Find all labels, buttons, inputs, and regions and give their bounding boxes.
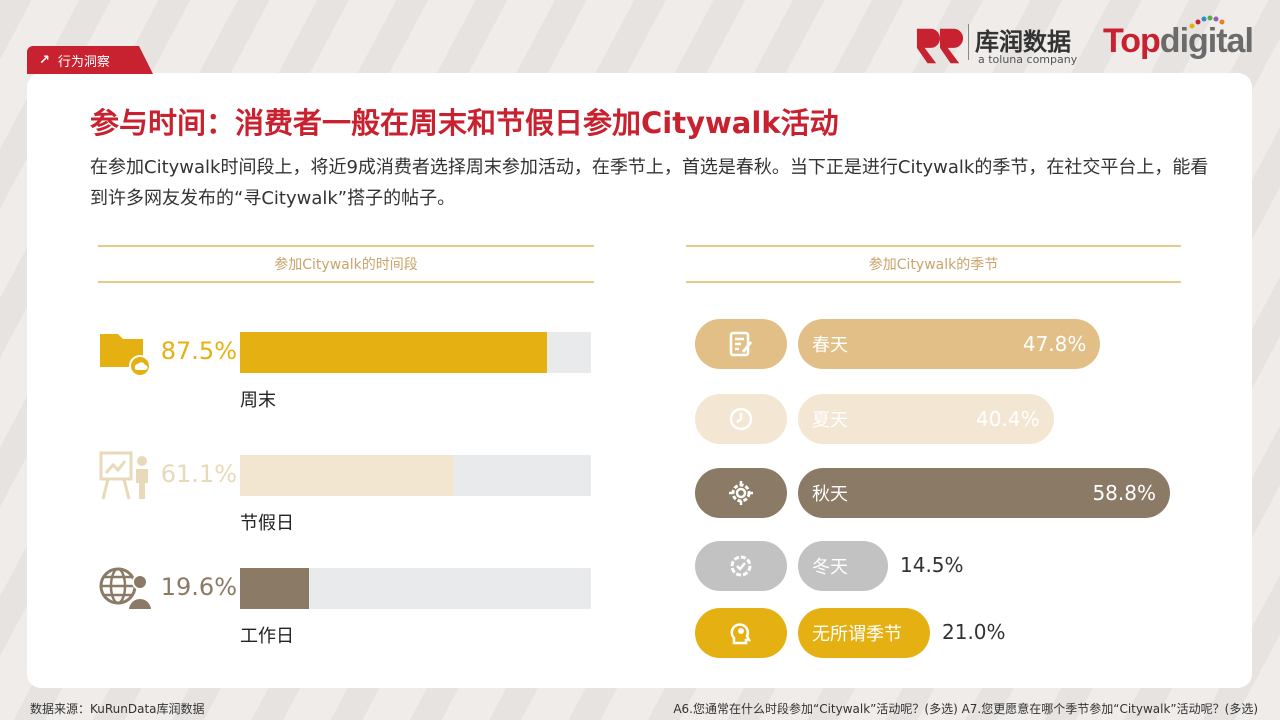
head-idea-icon: [695, 608, 787, 658]
footer-source: 数据来源：KuRunData库润数据: [30, 702, 205, 716]
gear-icon: [695, 468, 787, 518]
topdigital-logo-b: digital: [1159, 22, 1254, 60]
season-value-label: 40.4%: [976, 407, 1040, 431]
kurun-logo-icon: [916, 28, 964, 64]
content-card: [27, 73, 1252, 688]
footer-questions: A6.您通常在什么时段参加“Citywalk”活动呢？(多选) A7.您更愿意在…: [673, 702, 1258, 716]
arrow-icon: ↗: [39, 52, 50, 68]
time-category-label: 节假日: [240, 513, 294, 534]
folder-icon: [98, 324, 154, 380]
time-bar-track: [240, 455, 591, 496]
season-category-label: 春天: [812, 335, 848, 356]
section-tag-label: 行为洞察: [57, 54, 110, 70]
settings-icon: [695, 541, 787, 591]
season-category-label: 秋天: [812, 484, 848, 505]
page-title: 参与时间：消费者一般在周末和节假日参加Citywalk活动: [90, 106, 839, 140]
time-bar: [240, 332, 548, 373]
time-category-label: 工作日: [240, 626, 294, 647]
time-bar-track: [240, 568, 591, 609]
section-tag: ↗ 行为洞察: [27, 46, 153, 74]
season-bar: 秋天 58.8%: [798, 468, 1170, 518]
topdigital-dots-icon: [1189, 15, 1225, 29]
season-category-label: 夏天: [812, 410, 848, 431]
season-bar: 夏天 40.4%: [798, 394, 1054, 444]
clock-icon: [695, 394, 787, 444]
time-bar-track: [240, 332, 591, 373]
season-category-label: 无所谓季节: [812, 624, 902, 645]
globe-user-icon: [98, 560, 154, 616]
time-bar: [240, 455, 455, 496]
topdigital-logo-a: Top: [1103, 22, 1161, 60]
page-subtitle: 在参加Citywalk时间段上，将近9成消费者选择周末参加活动，在季节上，首选是…: [90, 157, 1209, 209]
season-bar: 冬天: [798, 541, 888, 591]
chart-title-season-text: 参加Citywalk的季节: [868, 257, 999, 273]
time-category-label: 周末: [240, 390, 276, 411]
chart-title-time-text: 参加Citywalk的时间段: [274, 257, 418, 273]
season-value-label: 21.0%: [942, 620, 1006, 644]
time-value-label: 19.6%: [160, 573, 237, 601]
checklist-icon: [695, 319, 787, 369]
topdigital-logo: Topdigital: [1103, 22, 1254, 61]
logo-subtext: a toluna company: [978, 53, 1078, 66]
chart-title-time: 参加Citywalk的时间段: [98, 245, 594, 283]
season-value-label: 47.8%: [1022, 332, 1087, 356]
season-value-label: 58.8%: [1092, 481, 1156, 505]
time-value-label: 87.5%: [160, 337, 237, 365]
season-bar: 无所谓季节: [798, 608, 930, 658]
presentation-icon: [98, 447, 154, 503]
season-category-label: 冬天: [812, 557, 848, 578]
logo-text: 库润数据: [975, 28, 1071, 56]
time-bar: [240, 568, 309, 609]
season-bar: 春天 47.8%: [798, 319, 1101, 369]
time-value-label: 61.1%: [160, 460, 237, 488]
chart-title-season: 参加Citywalk的季节: [686, 245, 1181, 283]
logo-separator: [968, 24, 969, 60]
season-value-label: 14.5%: [900, 553, 964, 577]
